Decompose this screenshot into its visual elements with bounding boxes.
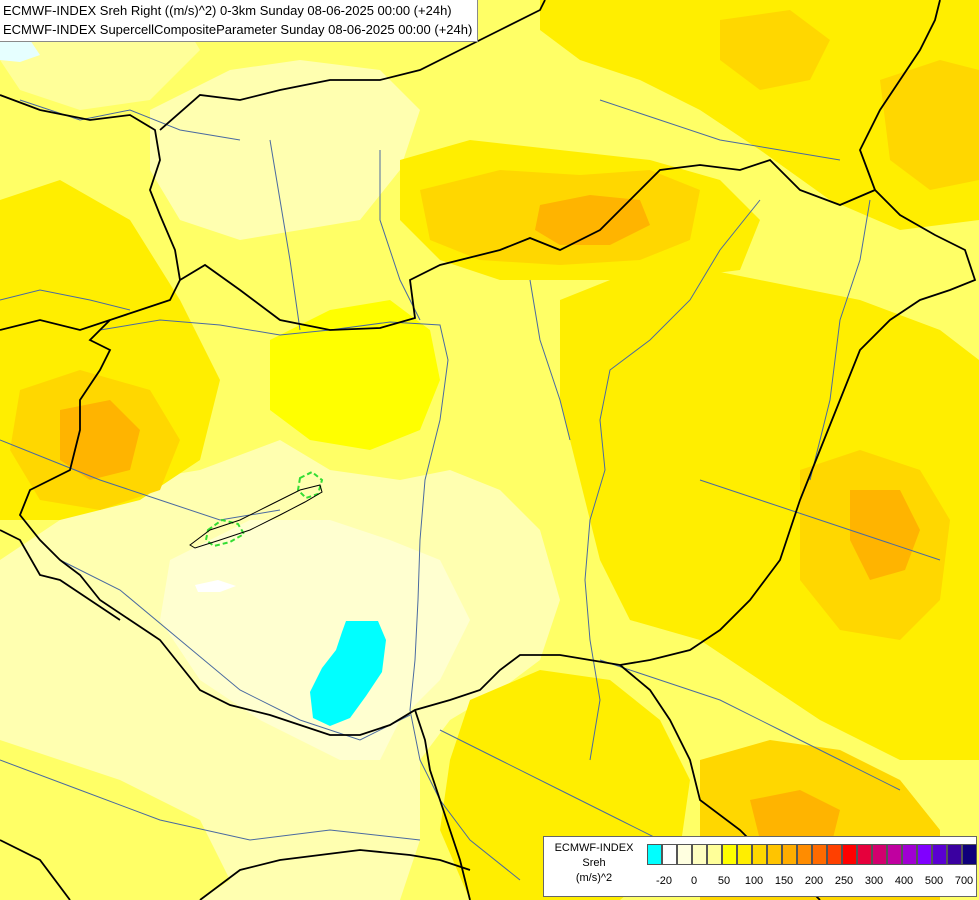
border-austria-west xyxy=(0,319,111,331)
river-sava xyxy=(0,759,421,841)
river-topright xyxy=(599,99,841,161)
title-line-scp: ECMWF-INDEX SupercellCompositeParameter … xyxy=(3,22,473,37)
legend-tick-label: 300 xyxy=(864,875,884,887)
legend-caption: ECMWF-INDEX Sreh (m/s)^2 xyxy=(546,841,642,886)
rivers xyxy=(0,99,941,881)
legend-caption-unit: (m/s)^2 xyxy=(575,872,613,884)
light-yellow-field-southwest xyxy=(0,740,230,900)
legend-swatch xyxy=(797,844,812,865)
legend-tick-label: 700 xyxy=(954,875,974,887)
river-east-2 xyxy=(699,479,941,561)
legend-caption-model: ECMWF-INDEX xyxy=(554,842,634,854)
very-pale-field xyxy=(160,520,470,760)
color-legend: ECMWF-INDEX Sreh (m/s)^2 -20 0 50 100 150 200… xyxy=(543,836,977,897)
legend-swatch xyxy=(902,844,917,865)
legend-swatch xyxy=(722,844,737,865)
legend-swatch xyxy=(767,844,782,865)
border-croatia-serbia xyxy=(414,709,471,900)
river-tisza xyxy=(584,199,761,761)
legend-tick-label: 500 xyxy=(924,875,944,887)
legend-swatch xyxy=(932,844,947,865)
border-ukraine-romania xyxy=(859,0,941,191)
legend-swatch xyxy=(707,844,722,865)
white-patch-west xyxy=(195,580,236,592)
gold-field-northeast xyxy=(880,60,979,190)
legend-tick-label: 50 xyxy=(717,875,731,887)
legend-tick-label: -20 xyxy=(656,875,672,887)
legend-caption-field: Sreh xyxy=(582,857,606,869)
legend-swatch xyxy=(752,844,767,865)
legend-tick-label: 200 xyxy=(804,875,824,887)
legend-tick-label: 0 xyxy=(690,875,698,887)
gold-field-topright xyxy=(720,10,830,90)
river-south-1 xyxy=(599,659,901,791)
title-line-sreh: ECMWF-INDEX Sreh Right ((m/s)^2) 0-3km S… xyxy=(3,3,452,18)
border-slovenia-croatia xyxy=(0,529,121,621)
river-north-2 xyxy=(379,150,421,321)
legend-swatch xyxy=(872,844,887,865)
orange-field-east xyxy=(850,490,920,580)
border-slovakia-poland xyxy=(0,94,181,281)
legend-tick-label: 400 xyxy=(894,875,914,887)
legend-swatch xyxy=(947,844,962,865)
river-drava xyxy=(59,559,411,741)
legend-swatch xyxy=(737,844,752,865)
legend-swatch xyxy=(857,844,872,865)
legend-tick-label: 150 xyxy=(774,875,794,887)
river-west-2 xyxy=(0,439,281,521)
legend-swatch xyxy=(887,844,902,865)
river-east-1 xyxy=(809,199,871,481)
legend-swatch xyxy=(812,844,827,865)
river-danube xyxy=(99,319,521,881)
legend-tick-label: 100 xyxy=(744,875,764,887)
border-bosnia xyxy=(199,849,471,900)
legend-swatch xyxy=(677,844,692,865)
river-north-1 xyxy=(269,139,301,331)
legend-swatch xyxy=(842,844,857,865)
legend-swatches xyxy=(647,844,977,866)
pale-field-north xyxy=(150,60,420,240)
scp-contour-2 xyxy=(204,518,246,548)
legend-swatch xyxy=(962,844,977,865)
legend-swatch xyxy=(692,844,707,865)
legend-swatch xyxy=(827,844,842,865)
river-west-1 xyxy=(0,289,131,311)
legend-tick-label: 250 xyxy=(834,875,854,887)
cyan-low-sreh-area xyxy=(310,621,386,726)
border-hungary xyxy=(18,158,977,736)
legend-swatch xyxy=(782,844,797,865)
map-title-box: ECMWF-INDEX Sreh Right ((m/s)^2) 0-3km S… xyxy=(0,0,479,42)
lake-balaton xyxy=(189,484,323,549)
cyan-patch-topleft xyxy=(0,40,40,62)
river-north-3 xyxy=(529,279,571,441)
border-north xyxy=(159,0,546,131)
legend-swatch xyxy=(662,844,677,865)
river-south-2 xyxy=(439,729,681,851)
legend-swatch xyxy=(917,844,932,865)
border-southwest xyxy=(0,839,71,900)
yellow-field-central xyxy=(270,300,440,450)
legend-swatch xyxy=(647,844,662,865)
